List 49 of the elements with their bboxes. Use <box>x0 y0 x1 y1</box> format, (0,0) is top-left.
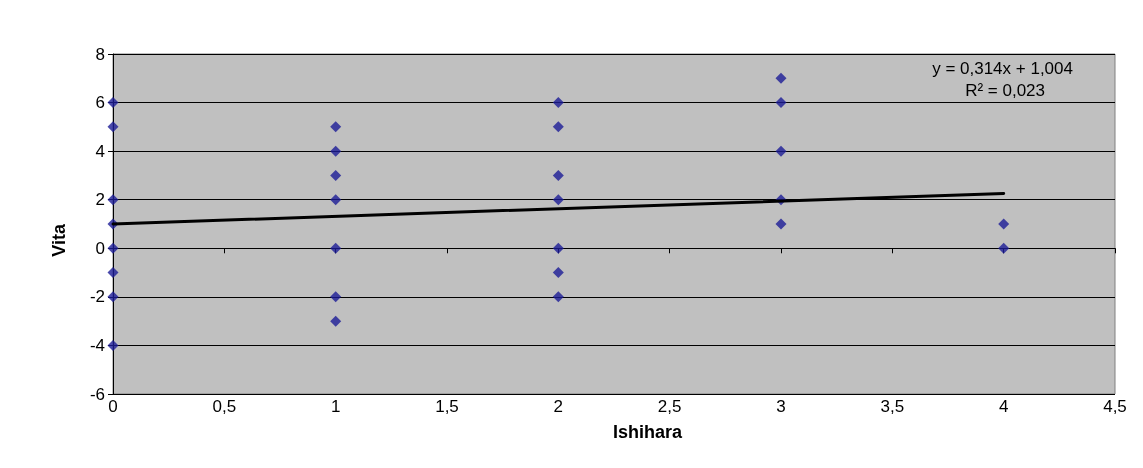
point <box>552 291 564 303</box>
point <box>552 121 564 133</box>
point <box>775 72 787 84</box>
point <box>775 218 787 230</box>
point <box>107 242 119 254</box>
point <box>107 339 119 351</box>
point <box>552 194 564 206</box>
y-tick-label: 4 <box>95 141 105 161</box>
y-tick-label: 0 <box>95 238 105 258</box>
point <box>330 194 342 206</box>
y-tick-label: -6 <box>89 384 105 404</box>
annotation: R² = 0,023 <box>965 81 1045 100</box>
x-tick-label: 4 <box>998 397 1009 416</box>
y-tick-label: 2 <box>95 190 105 210</box>
point <box>330 242 342 254</box>
point <box>330 169 342 181</box>
point <box>330 121 342 133</box>
point <box>552 97 564 109</box>
point <box>998 242 1010 254</box>
x-tick-label: 0 <box>108 397 118 416</box>
point <box>552 267 564 279</box>
point <box>107 194 119 206</box>
point <box>775 97 787 109</box>
x-axis-title: Ishihara <box>613 422 684 442</box>
y-tick-label: -2 <box>89 287 105 307</box>
y-axis-title: Vita <box>49 223 69 257</box>
point <box>552 169 564 181</box>
point <box>775 145 787 157</box>
point <box>330 315 342 327</box>
point <box>552 242 564 254</box>
x-tick-label: 1 <box>330 397 341 416</box>
y-tick-label: -4 <box>89 335 105 355</box>
point <box>107 97 119 109</box>
x-tick-label: 0,5 <box>212 397 237 416</box>
x-tick-label: 3 <box>776 397 786 416</box>
annotation: y = 0,314x + 1,004 <box>932 59 1073 78</box>
x-tick-label: 1,5 <box>435 397 459 416</box>
y-tick-label: 8 <box>95 44 105 64</box>
x-tick-label: 3,5 <box>880 397 905 416</box>
point <box>107 291 119 303</box>
point <box>330 291 342 303</box>
x-tick-label: 2,5 <box>657 397 682 416</box>
x-tick-label: 2 <box>553 397 564 416</box>
x-tick-label: 4,5 <box>1103 397 1127 416</box>
point <box>107 267 119 279</box>
point <box>998 218 1010 230</box>
point <box>107 121 119 133</box>
point <box>330 145 342 157</box>
y-tick-label: 6 <box>95 93 105 113</box>
